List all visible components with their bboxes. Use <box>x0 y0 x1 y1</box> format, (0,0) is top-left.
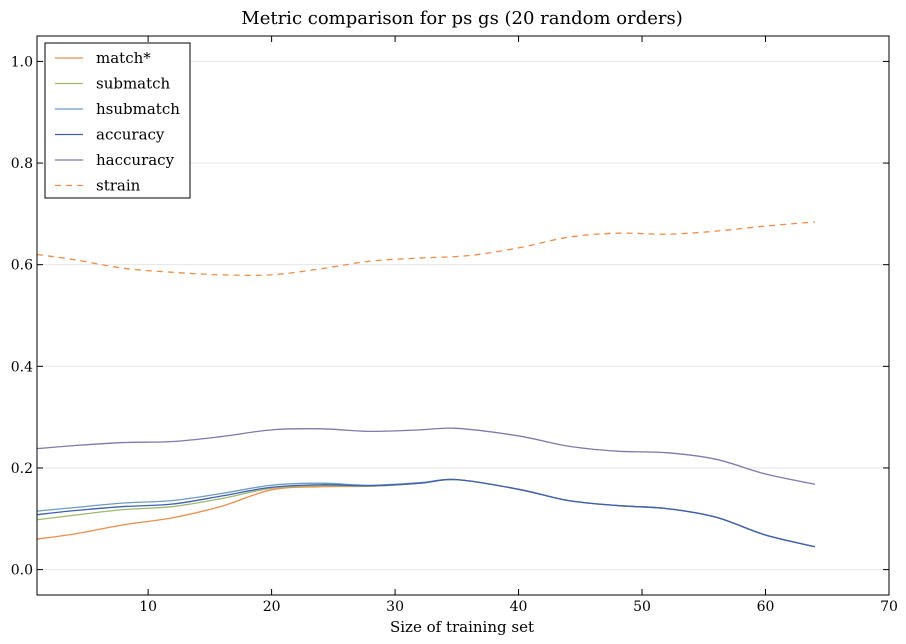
legend-box <box>44 42 191 199</box>
legend: match* submatch hsubmatch accuracy haccuracy… <box>44 42 191 199</box>
series-line-strain <box>36 221 815 277</box>
chart-title: Metric comparison for ps gs (20 random o… <box>241 8 682 29</box>
legend-label: accuracy <box>96 126 165 144</box>
ticks: 0.0 0.2 0.4 0.6 0.8 1.0 10 20 30 40 50 60 70 <box>11 36 898 615</box>
x-tick-label: 20 <box>263 599 281 615</box>
legend-label: haccuracy <box>96 151 175 169</box>
y-tick-label: 0.6 <box>11 258 33 274</box>
x-tick-label: 50 <box>633 599 651 615</box>
x-tick-label: 40 <box>510 599 528 615</box>
x-tick-label: 70 <box>880 599 898 615</box>
legend-label: hsubmatch <box>96 100 180 118</box>
series-line-haccuracy <box>36 427 816 485</box>
y-tick-label: 0.0 <box>11 563 33 579</box>
x-tick-label: 60 <box>757 599 775 615</box>
y-tick-label: 0.8 <box>11 156 33 172</box>
x-tick-label: 30 <box>386 599 404 615</box>
legend-label: match* <box>96 49 151 67</box>
series-layer <box>36 221 816 548</box>
legend-label: submatch <box>96 75 171 93</box>
plot-frame <box>36 35 890 596</box>
legend-label: strain <box>96 177 141 195</box>
y-tick-label: 1.0 <box>11 54 33 70</box>
x-axis-label: Size of training set <box>390 618 534 636</box>
series-line-accuracy <box>36 478 816 548</box>
y-tick-label: 0.4 <box>11 359 33 375</box>
x-tick-label: 10 <box>139 599 157 615</box>
y-tick-label: 0.2 <box>11 461 33 477</box>
